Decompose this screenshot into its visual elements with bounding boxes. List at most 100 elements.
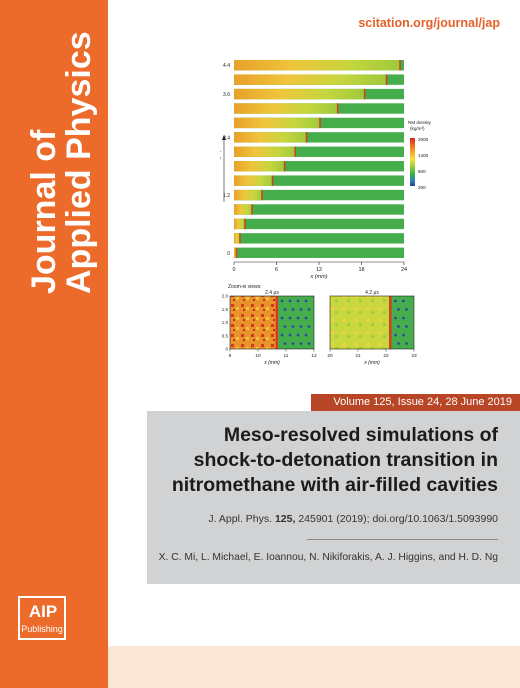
simulation-strips	[234, 60, 404, 258]
volume-banner: Volume 125, Issue 24, 28 June 2019	[311, 394, 520, 411]
zoom-panel-2: 4.2 μs 20 21 22 23 x (mm)	[327, 290, 417, 366]
zoom-x-tick-label: 10	[255, 353, 261, 359]
zoom-frame	[229, 295, 315, 350]
cavity-dot	[291, 308, 295, 311]
strip-shocked	[234, 117, 321, 129]
cavity-dot	[304, 299, 308, 303]
colorbar-tick: 2000	[418, 137, 429, 142]
strip-shocked	[234, 247, 237, 258]
cavity-dot	[397, 342, 400, 345]
strip-shocked	[234, 218, 246, 230]
strip-unshocked	[234, 218, 404, 230]
article-panel: Meso-resolved simulations of shock-to-de…	[147, 411, 520, 584]
zoom-y-tick-label: 2.0	[222, 294, 229, 299]
colorbar-title: NM density	[408, 120, 432, 125]
y-axis-label: Time (μs)	[220, 150, 222, 173]
zoom-panel-title: 2.4 μs	[265, 290, 279, 296]
cavity-dot	[288, 299, 292, 303]
cavity-dot	[296, 333, 300, 337]
cavity-dot	[402, 333, 405, 337]
strip-unshocked	[234, 161, 404, 172]
aip-logo-subtext: Publishing	[21, 624, 63, 634]
colorbar-tick: 800	[418, 169, 426, 174]
zoom-x-tick-label: 12	[311, 353, 317, 359]
colorbar	[410, 138, 415, 186]
strip-front	[336, 103, 339, 114]
strip-shocked	[234, 175, 273, 186]
zoom-y-tick-label: 1.0	[222, 320, 229, 325]
cavity-dot	[405, 308, 408, 311]
cover-figure: 0 6 12 18 24 x (mm) 0 1.2 2.4 3.6 4.4 Time (μs) NM d…	[220, 52, 440, 372]
cavity-dot	[397, 308, 400, 311]
x-tick-label: 6	[275, 267, 278, 273]
zoom-x-tick-label: 23	[411, 353, 417, 359]
strip-0	[234, 247, 404, 258]
colorbar-unit: (kg/m³)	[410, 126, 425, 131]
strip-shocked	[234, 189, 263, 201]
zoom-front	[275, 296, 279, 349]
journal-url[interactable]: scitation.org/journal/jap	[358, 16, 500, 30]
cavity-dot	[402, 316, 405, 320]
y-tick-label: 3.6	[223, 92, 230, 98]
y-tick-label: 4.4	[223, 63, 230, 69]
strip-unshocked	[234, 132, 404, 143]
article-authors: X. C. Mi, L. Michael, E. Ioannou, N. Nik…	[158, 552, 498, 563]
x-axis-label: x (mm)	[309, 274, 327, 280]
divider	[307, 539, 498, 540]
x-tick-label: 0	[232, 267, 235, 273]
strip-front	[244, 218, 246, 230]
strip-unshocked	[234, 247, 404, 258]
cavity-dot	[288, 316, 292, 320]
journal-spine	[0, 0, 108, 688]
cavity-dot	[296, 299, 300, 303]
citation-doi[interactable]: 245901 (2019); doi.org/10.1063/1.5093990	[298, 513, 498, 525]
zoom-in-label: Zoom-in views:	[228, 284, 262, 290]
zoom-x-tick-label: 22	[383, 353, 389, 359]
strip-front	[305, 132, 308, 143]
strip-front	[239, 233, 241, 244]
zoom-front	[388, 296, 392, 349]
zoom-x-tick-label: 11	[284, 353, 289, 359]
strip-1	[234, 233, 404, 244]
cavity-dot	[307, 325, 311, 328]
y-tick-label: 2.4	[223, 135, 230, 141]
colorbar-tick: 200	[418, 185, 426, 190]
strip-shocked	[234, 60, 401, 71]
strip-front	[235, 247, 238, 258]
strip-shocked	[234, 204, 253, 215]
cover-figure-svg: 0 6 12 18 24 x (mm) 0 1.2 2.4 3.6 4.4 Time (μs) NM d…	[220, 60, 432, 366]
zoom-x-axis-label: x (mm)	[363, 360, 380, 366]
strip-shocked	[234, 161, 285, 172]
y-tick-label: 1.2	[223, 193, 230, 199]
journal-title-line-1: Journal of	[25, 129, 63, 294]
zoom-shocked	[330, 296, 391, 349]
cavity-dot	[304, 333, 308, 337]
strip-13	[234, 60, 404, 71]
strip-9	[234, 117, 404, 129]
strip-unshocked	[234, 189, 404, 201]
aip-publishing-logo: AIP Publishing	[18, 596, 66, 640]
cavity-dot	[307, 308, 311, 311]
strip-2	[234, 218, 404, 230]
colorbar-tick: 1400	[418, 153, 429, 158]
strip-12	[234, 74, 404, 85]
strip-6	[234, 161, 404, 172]
strip-front	[261, 189, 263, 201]
strip-front	[283, 161, 286, 172]
zoom-unshocked	[390, 296, 414, 349]
strip-front	[271, 175, 274, 186]
cavity-dot	[405, 342, 408, 345]
zoom-shocked	[230, 296, 278, 349]
cavity-dot	[283, 325, 287, 328]
cavity-dot	[394, 299, 397, 303]
cavity-dot	[304, 316, 308, 320]
cavity-dot	[280, 333, 284, 337]
strip-shocked	[234, 233, 241, 244]
cavity-dot	[280, 299, 284, 303]
zoom-y-tick-label: 0	[225, 347, 228, 352]
article-title[interactable]: Meso-resolved simulations of shock-to-de…	[171, 424, 498, 496]
cavity-dot	[291, 342, 295, 345]
article-citation: J. Appl. Phys. 125, 245901 (2019); doi.o…	[208, 513, 498, 525]
strip-shocked	[234, 88, 366, 100]
bottom-band	[108, 646, 520, 688]
